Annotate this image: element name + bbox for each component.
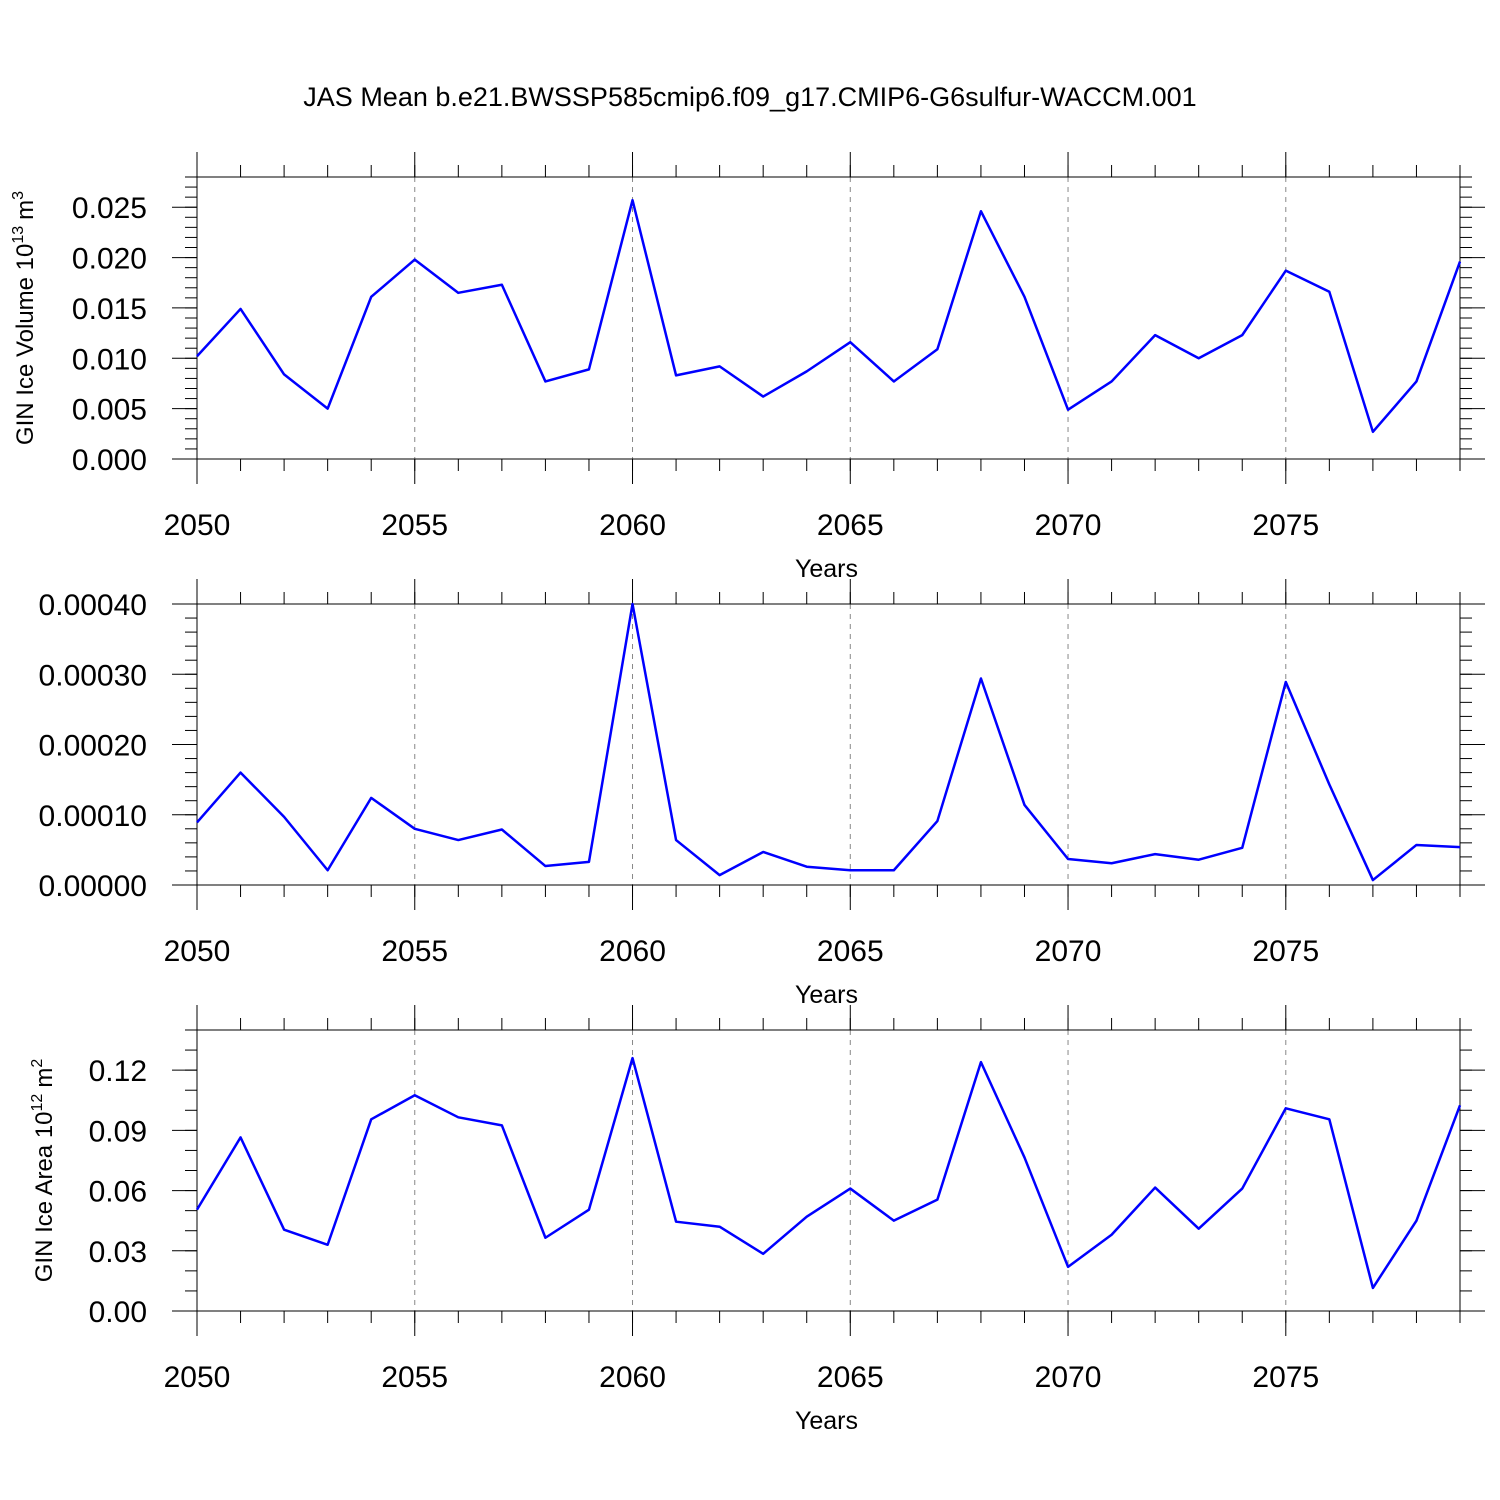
y-tick-label: 0.00040 [39,589,147,622]
x-axis-label: Years [795,981,858,1009]
x-axis-label: Years [795,1407,858,1435]
x-tick-label: 2065 [817,1361,884,1394]
y-tick-label: 0.00 [89,1296,147,1329]
y-axis-label-text: GIN Snow Volume 10 [0,656,2,885]
y-axis-label: GIN Ice Volume 1013 m3 [10,191,39,445]
y-axis-label: GIN Ice Area 1012 m2 [29,1059,58,1283]
y-axis-label-unit: m [31,1068,58,1088]
panel: 2050 2055 2060 2065 2070 2075 0.00 0.03 0.06 0.09… [29,1005,1485,1435]
plot-frame [196,603,1461,886]
y-axis-label-text: GIN Ice Area 10 [31,1111,58,1282]
y-tick-label: 0.025 [72,192,147,225]
y-axis-label-unit: m [12,200,39,220]
figure-title: JAS Mean b.e21.BWSSP585cmip6.f09_g17.CMI… [303,82,1196,112]
y-tick-label: 0.005 [72,394,147,427]
data-line [196,602,1461,882]
y-tick-label: 0.015 [72,293,147,326]
y-tick-label: 0.06 [89,1176,147,1209]
x-tick-label: 2060 [599,935,666,968]
panel: 2050 2055 2060 2065 2070 2075 0.00000 0.00010 0.… [0,579,1485,1009]
x-tick-label: 2055 [381,935,448,968]
x-tick-label: 2055 [381,1361,448,1394]
data-line [196,198,1462,434]
x-tick-label: 2070 [1035,1361,1102,1394]
y-tick-label: 0.000 [72,444,147,477]
x-tick-label: 2050 [164,1361,231,1394]
y-tick-label: 0.09 [89,1115,147,1148]
x-tick-label: 2065 [817,509,884,542]
y-tick-label: 0.00010 [39,800,147,833]
y-tick-label: 0.03 [89,1236,147,1269]
plot-frame [196,1029,1461,1312]
y-axis-label-unit-power: 3 [10,191,27,200]
x-tick-label: 2060 [599,1361,666,1394]
x-tick-label: 2060 [599,509,666,542]
y-axis-label-power: 13 [10,226,27,244]
y-tick-label: 0.00020 [39,730,147,763]
x-tick-label: 2075 [1252,509,1319,542]
y-tick-label: 0.12 [89,1055,147,1088]
y-axis-label-power: 12 [29,1094,46,1112]
y-tick-label: 0.00000 [39,870,147,903]
x-tick-label: 2050 [164,509,231,542]
y-axis-label: GIN Snow Volume 1013m3 [0,603,2,885]
panel: 2050 2055 2060 2065 2070 2075 0.000 0.005 0.010 0… [10,152,1485,583]
y-tick-label: 0.00030 [39,659,147,692]
y-axis-label-unit-power: 2 [29,1059,46,1068]
y-tick-label: 0.010 [72,343,147,376]
x-tick-label: 2050 [164,935,231,968]
x-tick-label: 2075 [1252,1361,1319,1394]
x-tick-label: 2070 [1035,935,1102,968]
data-line [195,1056,1462,1290]
y-axis-label-text: GIN Ice Volume 10 [12,244,39,445]
x-axis-label: Years [795,555,858,583]
x-tick-label: 2065 [817,935,884,968]
plot-frame [196,176,1461,460]
y-tick-label: 0.020 [72,243,147,276]
x-tick-label: 2070 [1035,509,1102,542]
x-tick-label: 2055 [381,509,448,542]
y-axis-label-unit: m [0,612,2,632]
x-tick-label: 2075 [1252,935,1319,968]
